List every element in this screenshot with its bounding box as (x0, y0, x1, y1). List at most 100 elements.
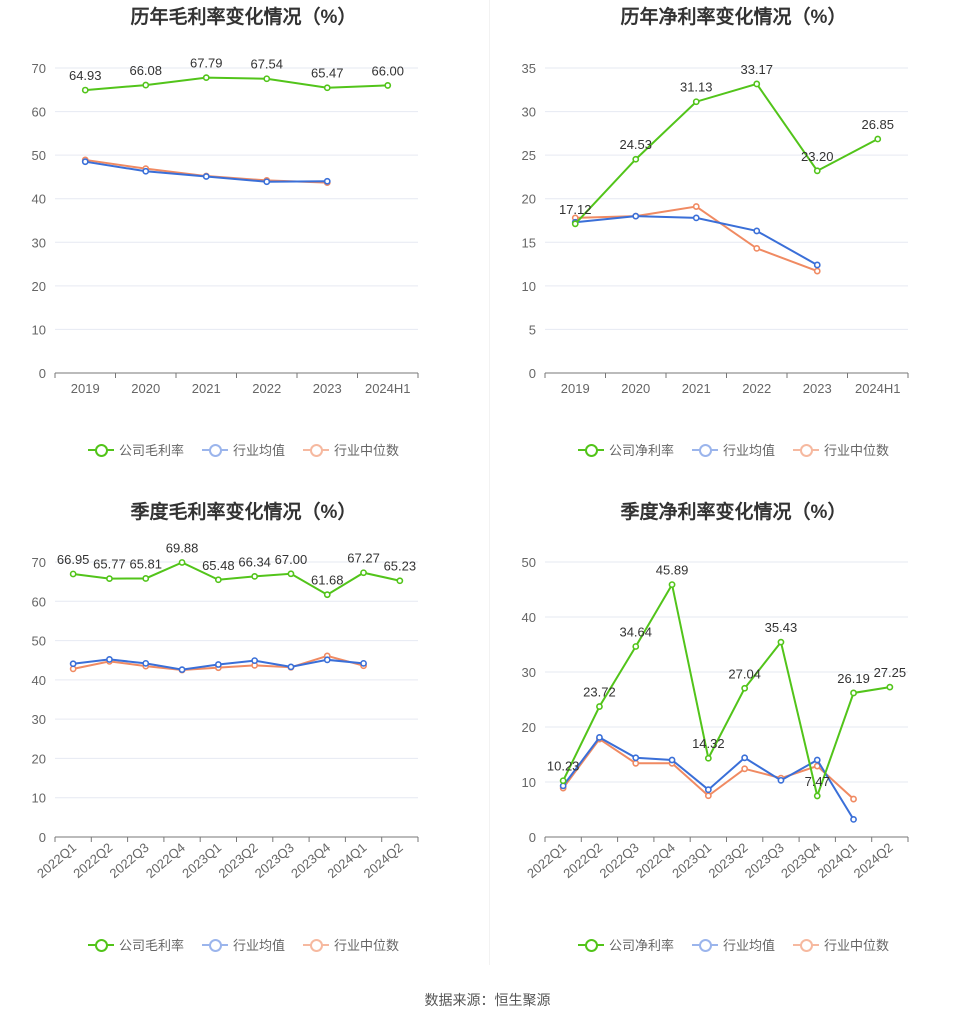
x-tick-label: 2022Q3 (107, 840, 152, 881)
x-tick-label: 2024Q1 (814, 840, 859, 881)
chart-legend: 公司净利率 行业均值 行业中位数 (490, 935, 975, 954)
legend-avg[interactable]: 行业均值 (201, 440, 285, 459)
y-tick-label: 30 (32, 235, 46, 250)
legend-avg[interactable]: 行业均值 (691, 935, 775, 954)
y-tick-label: 20 (32, 279, 46, 294)
y-tick-label: 15 (522, 235, 536, 250)
data-label: 27.04 (728, 666, 761, 681)
legend-median[interactable]: 行业中位数 (793, 440, 889, 459)
company-data-point (668, 581, 676, 589)
legend-median[interactable]: 行业中位数 (303, 935, 399, 954)
median-data-point (741, 765, 749, 773)
company-data-point (632, 643, 640, 650)
median-data-point (692, 203, 700, 210)
data-label: 61.68 (311, 573, 344, 588)
company-data-point (251, 572, 259, 580)
legend-avg[interactable]: 行业均值 (691, 440, 775, 459)
quarter-net-panel: 季度净利率变化情况（%） 0 10 20 30 40 50 2022Q1 2022Q2 2022… (490, 495, 975, 985)
data-label: 66.00 (371, 63, 404, 78)
legend-median-label: 行业中位数 (334, 443, 400, 458)
company-data-point (360, 569, 367, 577)
data-label: 66.34 (238, 554, 271, 569)
company-data-point (571, 220, 579, 228)
y-tick-label: 10 (32, 791, 46, 806)
y-tick-label: 25 (522, 148, 536, 163)
data-label: 64.93 (69, 68, 102, 83)
x-tick-label: 2021 (682, 381, 711, 396)
legend-company[interactable]: 公司毛利率 (87, 935, 184, 954)
avg-data-point (287, 663, 295, 671)
annual-gross-chart: 0 10 20 30 40 50 60 70 2019 2020 2021 2022 2023 2024H… (32, 56, 419, 396)
legend-median[interactable]: 行业中位数 (793, 935, 889, 954)
legend-line-icon (793, 938, 819, 952)
data-label: 26.85 (861, 117, 894, 132)
company-data-point (396, 577, 404, 585)
data-label: 26.19 (837, 671, 870, 686)
x-tick-label: 2024Q2 (851, 840, 896, 881)
avg-data-point (81, 158, 89, 166)
y-tick-label: 0 (529, 366, 536, 381)
legend-company-label: 公司毛利率 (118, 443, 184, 458)
legend-line-icon (793, 443, 819, 457)
company-data-point (142, 575, 150, 582)
chart-title: 历年净利率变化情况（%） (620, 7, 847, 28)
x-tick-label: 2019 (71, 381, 100, 396)
avg-data-point (214, 661, 222, 668)
y-tick-label: 50 (32, 634, 46, 649)
legend-avg[interactable]: 行业均值 (201, 935, 285, 954)
legend-company[interactable]: 公司净利率 (577, 935, 674, 954)
chart-title: 季度毛利率变化情况（%） (130, 502, 357, 523)
y-tick-label: 10 (522, 775, 536, 790)
data-label: 65.47 (311, 66, 344, 81)
legend-line-icon (201, 443, 228, 457)
data-label: 67.79 (190, 56, 223, 71)
median-data-point (813, 267, 821, 275)
y-tick-label: 10 (522, 279, 536, 294)
x-tick-label: 2024H1 (855, 381, 901, 396)
avg-data-point (178, 666, 186, 674)
x-tick-label: 2021 (192, 381, 221, 396)
legend-company[interactable]: 公司毛利率 (87, 440, 184, 459)
x-tick-label: 2019 (561, 381, 590, 396)
y-tick-label: 40 (32, 673, 46, 688)
data-label: 17.12 (559, 202, 592, 217)
company-data-point (777, 638, 785, 646)
y-tick-label: 5 (529, 322, 536, 337)
x-tick-label: 2023Q2 (215, 840, 260, 881)
y-tick-label: 20 (522, 720, 536, 735)
median-data-point (704, 792, 712, 800)
company-data-point (850, 689, 857, 697)
avg-data-point (704, 786, 712, 794)
x-tick-label: 2022Q1 (524, 840, 569, 881)
legend-company-label: 公司净利率 (608, 938, 674, 953)
data-label: 45.89 (656, 563, 689, 578)
company-data-point (632, 155, 640, 163)
legend-avg-label: 行业均值 (722, 443, 775, 458)
data-label: 27.25 (874, 665, 907, 680)
company-series-line (85, 76, 388, 92)
data-label: 67.54 (250, 57, 283, 72)
data-label: 69.88 (166, 540, 199, 555)
x-tick-label: 2022Q1 (34, 840, 79, 881)
x-tick-label: 2022Q4 (143, 840, 188, 881)
legend-line-icon (87, 938, 114, 952)
x-tick-label: 2023Q1 (179, 840, 224, 881)
x-tick-label: 2020 (131, 381, 160, 396)
legend-company-label: 公司净利率 (608, 443, 674, 458)
company-data-point (106, 575, 113, 583)
x-tick-label: 2022Q3 (597, 840, 642, 881)
data-label: 31.13 (680, 80, 713, 95)
legend-line-icon (691, 938, 718, 952)
company-series-line (562, 581, 891, 800)
avg-data-point (741, 754, 749, 762)
company-data-point (596, 703, 603, 710)
company-series-line (73, 561, 401, 596)
data-label: 65.81 (129, 556, 162, 571)
legend-company[interactable]: 公司净利率 (577, 440, 674, 459)
legend-median-label: 行业中位数 (824, 443, 890, 458)
data-label: 35.43 (765, 620, 798, 635)
data-label: 67.27 (347, 551, 380, 566)
company-data-point (323, 591, 331, 599)
legend-median[interactable]: 行业中位数 (303, 440, 399, 459)
data-label: 65.77 (93, 557, 126, 572)
